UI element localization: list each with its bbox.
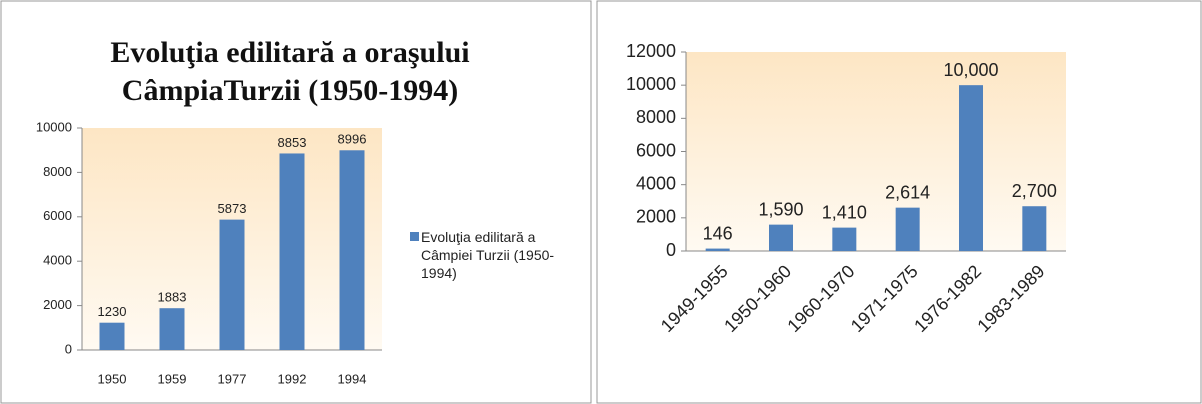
x-tick-label: 1950: [98, 371, 127, 386]
data-label: 146: [703, 223, 733, 243]
y-tick-label: 6000: [636, 140, 676, 160]
y-tick-label: 8000: [43, 164, 72, 179]
data-label: 8996: [338, 132, 367, 147]
data-label: 1230: [98, 304, 127, 319]
bar: [705, 248, 730, 251]
y-tick-label: 4000: [636, 173, 676, 193]
chart-title: Evoluţia edilitară a oraşului CâmpiaTurz…: [110, 36, 470, 107]
bar: [99, 322, 125, 350]
bar: [219, 219, 245, 350]
bar: [895, 207, 920, 251]
data-label: 5873: [218, 201, 247, 216]
bar: [159, 308, 185, 350]
x-tick-label: 1994: [338, 371, 367, 386]
bar: [1022, 206, 1047, 251]
y-tick-label: 10000: [36, 119, 72, 134]
y-tick-label: 2000: [43, 297, 72, 312]
bar: [339, 150, 365, 350]
x-tick-label: 1992: [278, 371, 307, 386]
bar: [279, 153, 305, 350]
y-tick-label: 6000: [43, 208, 72, 223]
legend-label: Evoluţia edilitară a Câmpiei Turzii (195…: [421, 229, 555, 281]
y-tick-label: 4000: [43, 253, 72, 268]
data-label: 8853: [278, 135, 307, 150]
data-label: 1,590: [758, 199, 803, 219]
bar: [832, 227, 857, 251]
x-tick-label: 1959: [158, 371, 187, 386]
legend-swatch: [410, 232, 419, 241]
y-tick-label: 12000: [626, 41, 676, 61]
data-label: 2,614: [885, 182, 930, 202]
data-label: 2,700: [1012, 181, 1057, 201]
x-tick-label: 1977: [218, 371, 247, 386]
y-tick-label: 0: [666, 240, 676, 260]
y-tick-label: 0: [65, 341, 72, 356]
bar: [959, 85, 983, 252]
plot-area: [686, 52, 1066, 251]
data-label: 1,410: [822, 202, 867, 222]
y-tick-label: 8000: [636, 107, 676, 127]
bar: [769, 224, 793, 251]
y-tick-label: 2000: [636, 207, 676, 227]
data-label: 10,000: [943, 60, 998, 80]
y-tick-label: 10000: [626, 74, 676, 94]
data-label: 1883: [158, 290, 187, 305]
